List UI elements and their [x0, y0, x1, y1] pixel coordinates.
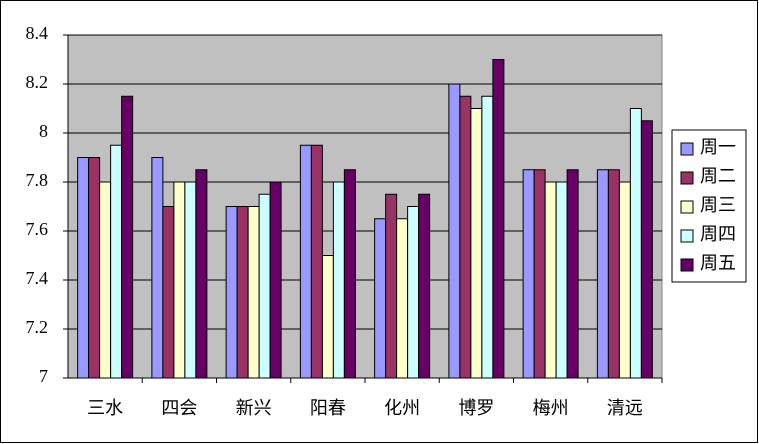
legend-label: 周一 — [700, 137, 736, 157]
bar — [629, 108, 642, 379]
bar — [533, 169, 546, 379]
bar — [470, 108, 483, 379]
bar — [640, 120, 653, 379]
bar — [566, 169, 579, 379]
bar — [321, 255, 334, 379]
bar — [110, 144, 123, 379]
bar — [299, 144, 312, 379]
bar — [310, 144, 323, 379]
x-tick-label: 化州 — [384, 398, 420, 418]
x-tick-label: 博罗 — [458, 398, 494, 418]
bar — [258, 193, 271, 379]
bar — [225, 206, 238, 379]
bar — [77, 157, 90, 379]
x-tick-label: 三水 — [87, 398, 123, 418]
bar — [492, 59, 505, 379]
bar — [343, 169, 356, 379]
bar — [618, 181, 631, 379]
bar — [555, 181, 568, 379]
bar — [522, 169, 535, 379]
bar — [448, 83, 461, 379]
legend-label: 周五 — [700, 253, 736, 273]
bar — [121, 95, 134, 379]
bar — [88, 157, 101, 379]
legend-label: 周四 — [700, 224, 736, 244]
bar — [332, 181, 345, 379]
legend-swatch — [680, 171, 694, 185]
bar — [607, 169, 620, 379]
bar — [544, 181, 557, 379]
x-tick-label: 梅州 — [533, 398, 569, 418]
y-tick-label: 7 — [39, 366, 48, 386]
y-tick-label: 8 — [39, 121, 48, 141]
bar — [374, 218, 387, 379]
bar — [173, 181, 186, 379]
y-tick-label: 8.4 — [26, 23, 49, 43]
y-tick-label: 7.4 — [26, 268, 49, 288]
legend-label: 周二 — [700, 166, 736, 186]
legend-swatch — [680, 200, 694, 214]
bar — [396, 218, 409, 379]
legend-swatch — [680, 229, 694, 243]
bar — [269, 181, 282, 379]
legend-swatch — [680, 258, 694, 272]
legend-swatch — [680, 142, 694, 156]
legend-label: 周三 — [700, 195, 736, 215]
x-tick-label: 新兴 — [236, 398, 272, 418]
y-tick-label: 7.6 — [26, 219, 49, 239]
x-tick-label: 阳春 — [310, 398, 346, 418]
bar — [481, 95, 494, 379]
bar — [418, 193, 431, 379]
x-tick-label: 四会 — [161, 398, 197, 418]
bar — [236, 206, 249, 379]
bar — [99, 181, 112, 379]
y-tick-label: 8.2 — [26, 72, 49, 92]
bar — [162, 206, 175, 379]
y-tick-label: 7.8 — [26, 170, 49, 190]
bar — [184, 181, 197, 379]
bar — [385, 193, 398, 379]
bar — [195, 169, 208, 379]
x-tick-label: 清远 — [607, 398, 643, 418]
bar — [247, 206, 260, 379]
bar — [596, 169, 609, 379]
y-tick-label: 7.2 — [26, 317, 49, 337]
bar — [459, 95, 472, 379]
bar — [151, 157, 164, 379]
bar — [407, 206, 420, 379]
